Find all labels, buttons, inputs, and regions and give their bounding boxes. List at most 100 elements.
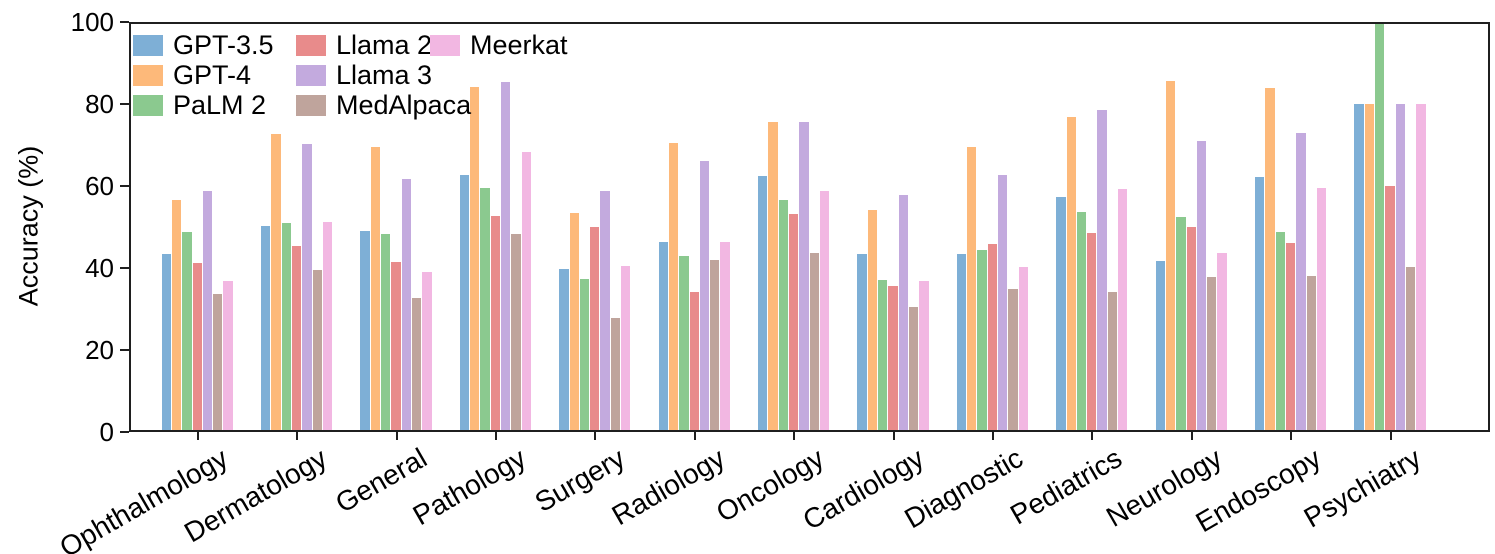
- bar: [271, 134, 281, 432]
- bar: [1018, 266, 1028, 432]
- bar: [1107, 291, 1118, 432]
- x-tick: [196, 431, 199, 440]
- y-tick-label: 100: [70, 7, 114, 37]
- bar: [799, 122, 809, 432]
- bar: [1265, 87, 1275, 432]
- legend-label: Llama 3: [336, 59, 433, 90]
- bar: [998, 174, 1008, 432]
- bar: [809, 252, 819, 432]
- bar: [600, 190, 610, 432]
- bar: [1118, 189, 1128, 432]
- legend-item: Llama 2: [296, 29, 433, 60]
- bar: [699, 161, 710, 432]
- bar: [788, 213, 799, 432]
- bar: [1217, 252, 1227, 432]
- bar: [470, 86, 480, 432]
- bar: [1097, 109, 1107, 432]
- bar: [1186, 227, 1196, 432]
- bar: [459, 174, 470, 432]
- bar: [710, 260, 720, 432]
- bar: [967, 147, 977, 432]
- bar: [192, 263, 202, 432]
- bar: [490, 216, 501, 432]
- legend-label: MedAlpaca: [336, 89, 472, 120]
- bar: [171, 200, 182, 432]
- bar: [1275, 232, 1285, 432]
- bar: [1316, 187, 1327, 432]
- y-tick: [120, 267, 129, 269]
- bar: [1416, 104, 1426, 432]
- bar: [857, 254, 867, 432]
- y-tick-label: 0: [99, 417, 114, 447]
- bar: [1076, 212, 1087, 432]
- bar: [956, 254, 967, 432]
- x-tick: [296, 431, 299, 440]
- bar: [621, 265, 631, 432]
- bar: [819, 190, 830, 432]
- bar: [480, 187, 490, 432]
- bar: [281, 223, 291, 432]
- bar: [370, 147, 381, 432]
- bar: [223, 280, 233, 432]
- legend-item: GPT-4: [133, 59, 252, 90]
- x-tick: [1091, 431, 1094, 440]
- legend-label: Llama 2: [336, 29, 433, 60]
- x-tick: [1290, 431, 1293, 440]
- bar: [1395, 104, 1405, 432]
- bar: [1196, 140, 1207, 432]
- bar: [360, 230, 370, 432]
- x-tick: [494, 431, 497, 440]
- x-tick: [991, 431, 994, 440]
- bar: [610, 318, 621, 432]
- bar: [411, 297, 422, 432]
- bar: [1207, 277, 1217, 432]
- legend-swatch: [133, 64, 163, 86]
- bar: [391, 261, 401, 432]
- legend-label: Meerkat: [470, 29, 568, 60]
- bar: [202, 190, 213, 432]
- legend-item: MedAlpaca: [296, 89, 472, 120]
- bar: [501, 82, 511, 432]
- x-tick: [793, 431, 796, 440]
- x-tick: [1190, 431, 1193, 440]
- y-tick-label: 60: [85, 171, 114, 201]
- y-tick-label: 80: [85, 89, 114, 119]
- bar: [768, 122, 778, 432]
- bar: [977, 249, 987, 432]
- legend-label: PaLM 2: [173, 89, 267, 120]
- bar: [679, 256, 689, 432]
- bar: [1066, 116, 1076, 432]
- legend-label: GPT-4: [173, 59, 252, 90]
- bar: [987, 243, 998, 432]
- bar: [867, 210, 878, 432]
- legend-item: GPT-3.5: [133, 29, 274, 60]
- bar: [261, 226, 271, 432]
- bar: [559, 268, 569, 432]
- y-axis-title: Accuracy (%): [13, 145, 44, 307]
- bar: [668, 142, 679, 432]
- bar: [590, 227, 600, 432]
- y-tick: [120, 349, 129, 351]
- x-tick: [693, 431, 696, 440]
- bar: [182, 231, 192, 432]
- bar: [1176, 216, 1186, 432]
- bar: [778, 200, 788, 432]
- y-tick: [120, 185, 129, 187]
- bar: [898, 194, 908, 432]
- bar: [888, 286, 898, 432]
- bar: [878, 280, 888, 432]
- bar: [1354, 104, 1364, 432]
- y-tick-label: 40: [85, 253, 114, 283]
- bar: [521, 151, 531, 432]
- x-tick: [1389, 431, 1392, 440]
- plot-area: [129, 22, 1490, 432]
- bar: [1385, 185, 1395, 432]
- legend-label: GPT-3.5: [173, 29, 274, 60]
- legend-item: Llama 3: [296, 59, 433, 90]
- bar: [1155, 261, 1165, 432]
- x-tick: [594, 431, 597, 440]
- bar: [213, 293, 223, 432]
- bar: [312, 269, 322, 432]
- bar: [401, 178, 411, 432]
